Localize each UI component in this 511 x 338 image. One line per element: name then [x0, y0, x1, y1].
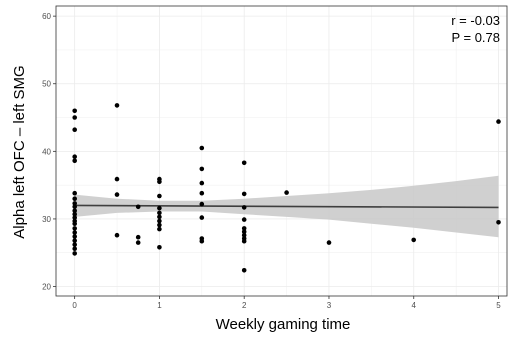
data-point [157, 205, 162, 211]
data-point [241, 205, 247, 210]
data-point [72, 234, 77, 239]
y-axis-title: Alpha left OFC – left SMG [11, 65, 28, 238]
data-point [72, 251, 77, 256]
data-point [199, 190, 205, 196]
data-points [72, 103, 501, 273]
data-point [199, 238, 205, 244]
y-tick-label: 30 [42, 215, 51, 224]
data-point [72, 211, 77, 217]
data-point [72, 190, 77, 196]
x-tick-label: 5 [496, 301, 501, 310]
data-point [72, 196, 77, 201]
data-point [157, 179, 162, 185]
data-point [72, 221, 77, 226]
correlation-r-label: r = -0.03 [451, 13, 500, 28]
data-point [241, 217, 247, 222]
p-value-label: P = 0.78 [451, 30, 500, 45]
y-tick-label: 40 [42, 147, 51, 156]
data-point [496, 220, 501, 225]
y-tick-label: 50 [42, 80, 51, 89]
y-axis-ticks: 20 30 40 50 60 [42, 12, 56, 292]
data-point [241, 160, 247, 166]
data-point [157, 214, 162, 220]
x-axis-ticks: 0 1 2 3 4 5 [72, 296, 501, 310]
data-point [496, 119, 501, 124]
data-point [241, 226, 247, 231]
x-axis-title: Weekly gaming time [216, 316, 351, 333]
data-point [241, 268, 247, 273]
data-point [114, 232, 120, 238]
data-point [157, 210, 162, 216]
x-tick-label: 3 [327, 301, 332, 310]
data-point [326, 240, 332, 245]
data-point [157, 245, 162, 250]
y-tick-label: 60 [42, 12, 51, 21]
data-point [157, 226, 162, 232]
data-point [241, 229, 247, 235]
data-point [241, 238, 247, 244]
data-point [199, 201, 205, 207]
data-point [72, 215, 77, 220]
data-point [114, 176, 120, 182]
data-point [157, 218, 162, 224]
data-point [135, 240, 141, 245]
data-point [72, 238, 77, 243]
data-point [135, 204, 141, 210]
regression-line-group [74, 204, 499, 209]
x-tick-label: 1 [157, 301, 162, 310]
data-point [411, 237, 417, 243]
data-point [284, 190, 289, 195]
data-point [72, 230, 77, 235]
regression-line [74, 204, 499, 209]
x-tick-label: 4 [412, 301, 417, 310]
y-tick-label: 20 [42, 283, 51, 292]
data-point [72, 127, 77, 132]
data-point [199, 180, 205, 186]
data-point [72, 108, 77, 114]
x-tick-label: 2 [242, 301, 247, 310]
data-point [241, 191, 247, 197]
data-point [72, 154, 77, 159]
data-point [157, 222, 162, 228]
data-point [72, 208, 77, 214]
data-point [199, 145, 205, 151]
data-point [72, 115, 77, 120]
data-point [72, 246, 77, 251]
data-point [241, 232, 247, 238]
data-point [157, 193, 162, 199]
data-point [114, 192, 120, 197]
data-point [199, 215, 205, 220]
data-point [72, 204, 77, 210]
data-point [72, 158, 77, 164]
data-point [135, 234, 141, 240]
x-tick-label: 0 [72, 301, 77, 310]
data-point [114, 103, 120, 108]
data-point [72, 201, 77, 206]
data-point [72, 226, 77, 231]
data-point [199, 166, 205, 172]
data-point [72, 242, 77, 247]
